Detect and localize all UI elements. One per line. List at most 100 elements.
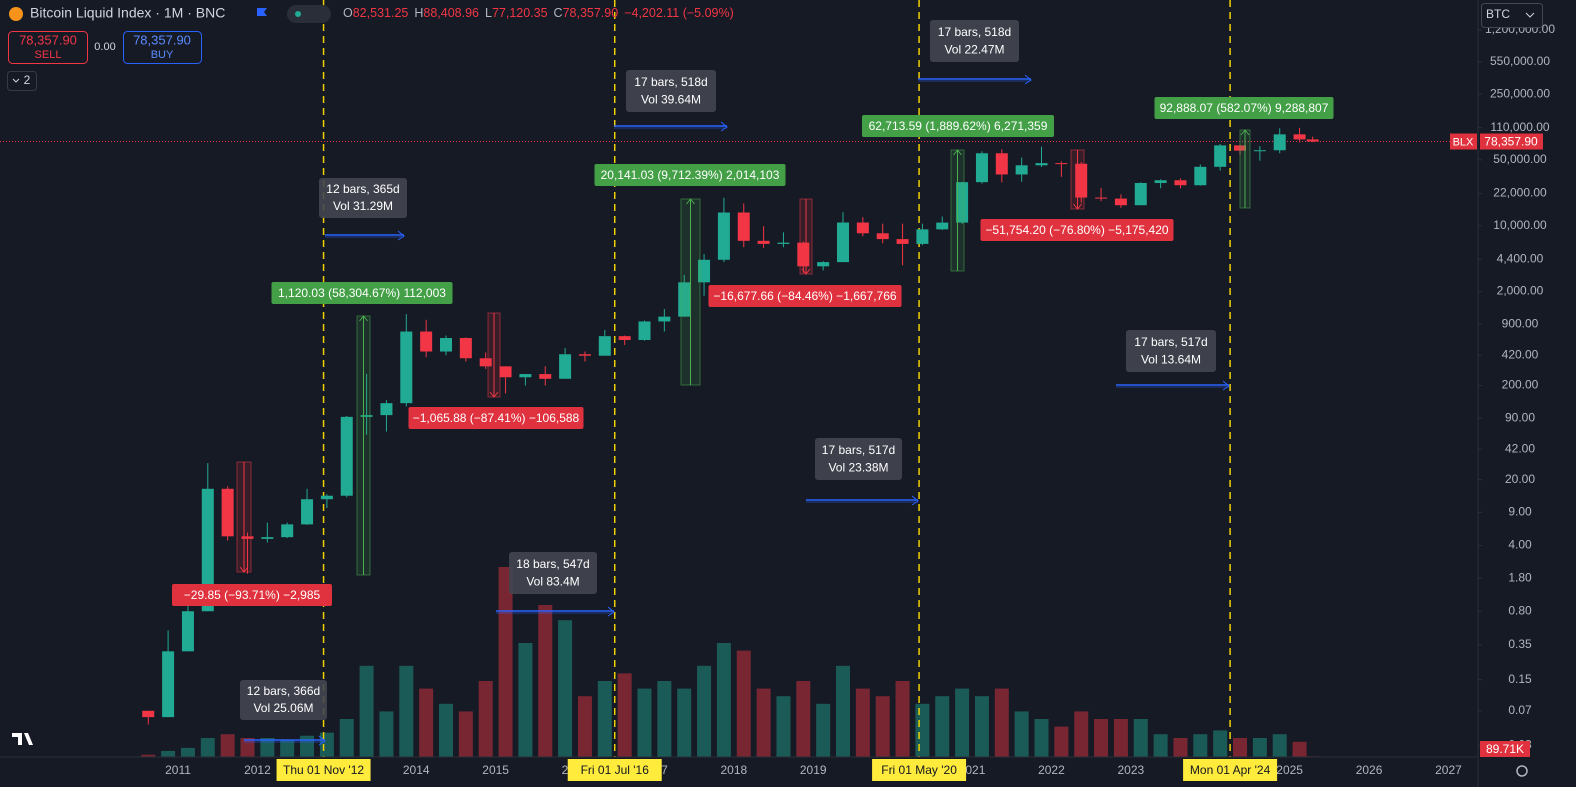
y-tick-label: 20.00 bbox=[1505, 472, 1535, 486]
range-label: 20,141.03 (9,712.39%) 2,014,103 bbox=[601, 168, 780, 182]
arrow-head bbox=[1073, 203, 1082, 210]
candle-body bbox=[479, 358, 492, 367]
candle-body bbox=[638, 321, 651, 340]
candle-body bbox=[1273, 134, 1286, 151]
volume-bar bbox=[458, 711, 473, 757]
last-price-label: 78,357.90 bbox=[1484, 135, 1538, 149]
candle-body bbox=[420, 331, 433, 352]
y-tick-label: 550,000.00 bbox=[1490, 54, 1550, 68]
arrow-head bbox=[953, 149, 962, 156]
volume-bar bbox=[1074, 711, 1089, 757]
volume-bar bbox=[677, 688, 692, 757]
candle-body bbox=[1035, 163, 1048, 166]
spread: 0.00 bbox=[94, 41, 115, 53]
arrow-head bbox=[1240, 129, 1250, 136]
candle-body bbox=[261, 537, 274, 539]
volume-bar bbox=[558, 620, 573, 757]
range-label: −51,754.20 (−76.80%) −5,175,420 bbox=[985, 223, 1168, 237]
candle-body bbox=[221, 488, 234, 537]
range-label: 92,888.07 (582.07%) 9,288,807 bbox=[1160, 101, 1329, 115]
candle-body bbox=[1055, 163, 1068, 165]
date-range-bars: 12 bars, 365d bbox=[326, 182, 399, 196]
volume-bar bbox=[200, 738, 215, 757]
symbol-menu-label: BTC bbox=[1486, 7, 1510, 21]
candle-body bbox=[439, 338, 452, 352]
price-tag: BLX bbox=[1453, 136, 1474, 148]
range-label-bg bbox=[271, 282, 453, 304]
volume-bar bbox=[1193, 734, 1208, 757]
flag-icon[interactable] bbox=[257, 8, 267, 16]
volume-bar bbox=[478, 681, 493, 757]
arrow-head bbox=[607, 606, 615, 617]
volume-bar bbox=[1014, 711, 1029, 757]
volume-bar bbox=[776, 696, 791, 757]
buy-button[interactable] bbox=[123, 31, 202, 64]
chevron bbox=[1525, 12, 1535, 18]
volume-bar bbox=[180, 747, 195, 757]
settings-icon[interactable] bbox=[1516, 765, 1528, 777]
date-highlight-bg bbox=[1183, 759, 1278, 781]
candle-body bbox=[936, 222, 949, 230]
range-label-bg bbox=[862, 115, 1054, 137]
candle-body bbox=[757, 240, 770, 244]
indicators-toggle[interactable] bbox=[7, 71, 37, 91]
volume-bar bbox=[240, 738, 255, 757]
volume-bar bbox=[816, 703, 831, 757]
arrow-head bbox=[359, 315, 368, 322]
candle-body bbox=[559, 354, 572, 379]
y-tick-label: 22,000.00 bbox=[1493, 186, 1547, 200]
candle-body bbox=[856, 222, 869, 234]
volume-bar bbox=[756, 688, 771, 757]
arrow-head bbox=[239, 566, 249, 573]
volume-bar bbox=[438, 703, 453, 757]
volume-bar bbox=[895, 681, 910, 757]
candle-body bbox=[539, 374, 552, 379]
date-range-bars: 12 bars, 366d bbox=[247, 684, 320, 698]
ohlc-change: −4,202.11 (−5.09%) bbox=[624, 6, 734, 20]
candle-body bbox=[142, 710, 155, 718]
y-tick-label: 0.07 bbox=[1508, 703, 1532, 717]
range-label-bg bbox=[408, 407, 584, 429]
volume-bar bbox=[319, 732, 334, 757]
volume-bar bbox=[498, 567, 513, 757]
volume-bar bbox=[141, 754, 156, 757]
volume-bar bbox=[220, 734, 235, 757]
ohlc: O82,531.25 H88,408.96 L77,120.35 C78,357.90… bbox=[343, 6, 734, 20]
candle-body bbox=[837, 222, 850, 263]
x-tick-label: 2012 bbox=[244, 763, 271, 777]
x-tick-label: 2025 bbox=[1276, 763, 1303, 777]
date-range-label-bg bbox=[240, 680, 327, 720]
date-highlight: Fri 01 May '20 bbox=[881, 763, 957, 777]
volume-bar bbox=[955, 688, 970, 757]
candle-body bbox=[896, 239, 909, 244]
x-tick-label: 2018 bbox=[720, 763, 747, 777]
symbol-menu[interactable] bbox=[1481, 3, 1543, 28]
last-volume-bg bbox=[1480, 741, 1530, 757]
date-range-bars: 17 bars, 517d bbox=[1134, 335, 1207, 349]
volume-bar bbox=[538, 605, 553, 757]
volume-bar bbox=[280, 740, 295, 757]
x-tick-label: 2019 bbox=[800, 763, 827, 777]
range-label-bg bbox=[708, 285, 902, 307]
x-tick-label: 2027 bbox=[1435, 763, 1462, 777]
candle-body bbox=[975, 153, 988, 183]
candle-body bbox=[618, 336, 631, 340]
volume-bar bbox=[1153, 734, 1168, 757]
range-label: 62,713.59 (1,889.62%) 6,271,359 bbox=[869, 119, 1048, 133]
date-highlight: Mon 01 Apr '24 bbox=[1190, 763, 1271, 777]
y-tick-label: 420.00 bbox=[1502, 347, 1539, 361]
last-price-bg bbox=[1480, 133, 1543, 150]
date-range-label-bg bbox=[509, 552, 597, 594]
candle-body bbox=[499, 366, 512, 378]
arrow-head bbox=[489, 391, 499, 398]
ohlc-value: 88,408.96 bbox=[423, 6, 479, 20]
range-label-bg bbox=[172, 584, 332, 606]
date-highlight-bg bbox=[276, 759, 371, 781]
candle-body bbox=[737, 212, 750, 241]
date-range-volume: Vol 83.4M bbox=[526, 574, 579, 588]
volume-bar bbox=[736, 650, 751, 757]
toggle[interactable] bbox=[287, 5, 331, 23]
volume-bar bbox=[935, 696, 950, 757]
sell-button[interactable] bbox=[8, 31, 88, 64]
candle-body bbox=[598, 336, 611, 356]
